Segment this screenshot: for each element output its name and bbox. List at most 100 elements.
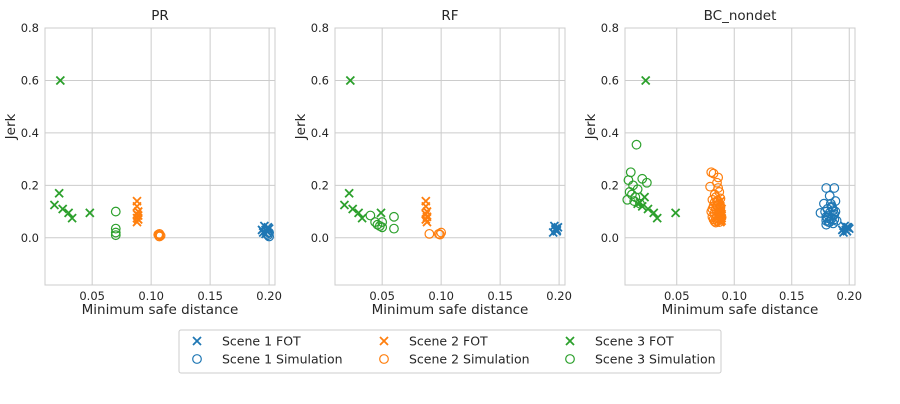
data-point	[63, 208, 74, 218]
data-point	[631, 139, 642, 150]
data-point	[110, 223, 121, 234]
data-point	[110, 227, 121, 238]
data-point	[709, 197, 720, 208]
data-point	[424, 228, 435, 239]
data-point	[629, 196, 640, 206]
legend-entry: Scene 1 FOT	[192, 334, 301, 349]
data-point	[624, 187, 635, 197]
data-point	[133, 214, 143, 225]
x-axis-label: Minimum safe distance	[372, 302, 529, 318]
y-tick-label: 0.2	[21, 178, 39, 192]
legend-label: Scene 2 Simulation	[409, 352, 530, 367]
data-point	[110, 230, 121, 241]
data-point	[377, 222, 388, 233]
legend-box	[178, 329, 722, 374]
y-tick-label: 0.4	[21, 126, 39, 140]
data-point	[55, 75, 65, 86]
data-point	[842, 222, 852, 232]
data-point	[345, 75, 355, 86]
legend-entry: Scene 2 Simulation	[379, 352, 530, 367]
data-point	[714, 198, 725, 209]
subplot-2: 0.05 0.10 0.15 0.20 0.0 0.2 0.4 0.6 0.8 BC_nondet…	[583, 8, 862, 318]
y-tick-label: 0.8	[21, 21, 39, 35]
y-tick-label: 0.0	[311, 231, 329, 245]
series-scene-3-simulation	[622, 139, 652, 209]
axes-frame	[44, 27, 276, 286]
data-point	[339, 200, 350, 210]
data-point	[132, 217, 142, 227]
data-point	[714, 217, 725, 227]
data-point	[706, 167, 717, 178]
data-point	[436, 227, 447, 238]
data-point	[85, 208, 95, 218]
data-point	[637, 201, 647, 211]
data-point	[264, 227, 275, 238]
data-point	[635, 198, 645, 209]
series-scene-3-fot	[633, 75, 681, 223]
subplot-title: RF	[441, 8, 458, 24]
legend-label: Scene 1 Simulation	[222, 352, 343, 367]
y-tick-label: 0.4	[311, 126, 329, 140]
legend-entry: Scene 1 Simulation	[192, 352, 343, 367]
data-point	[625, 167, 636, 178]
series-scene-1-simulation	[815, 183, 842, 230]
x-tick-label: 0.15	[487, 289, 513, 303]
data-point	[670, 208, 681, 218]
x-tick-label: 0.10	[428, 289, 454, 303]
data-point	[154, 231, 165, 242]
legend-entry: Scene 2 FOT	[379, 334, 488, 349]
data-point	[705, 181, 715, 192]
subplots: 0.05 0.10 0.15 0.20 0.0 0.2 0.4 0.6 0.8 PR Minimum…	[3, 8, 862, 318]
data-point	[712, 196, 722, 206]
data-point	[824, 190, 835, 201]
x-tick-label: 0.05	[79, 289, 105, 303]
data-point	[372, 219, 383, 230]
x-tick-label: 0.05	[369, 289, 395, 303]
data-point	[264, 231, 275, 242]
data-point	[261, 228, 272, 239]
data-point	[641, 177, 652, 188]
data-point	[713, 172, 724, 183]
y-tick-label: 0.6	[21, 73, 39, 87]
legend-circle-marker	[565, 354, 575, 364]
subplot-0: 0.05 0.10 0.15 0.20 0.0 0.2 0.4 0.6 0.8 PR Minimum…	[3, 8, 282, 318]
data-point	[709, 216, 720, 227]
series-scene-1-simulation	[261, 227, 275, 242]
series-scene-1-fot	[548, 221, 563, 238]
legend-label: Scene 1 FOT	[222, 334, 301, 349]
data-point	[829, 214, 840, 225]
data-point	[348, 204, 358, 214]
data-point	[377, 217, 388, 227]
axes-frame	[334, 27, 566, 286]
legend-label: Scene 2 FOT	[409, 334, 488, 349]
x-tick-label: 0.15	[779, 289, 805, 303]
data-point	[357, 213, 367, 223]
x-axis-label: Minimum safe distance	[662, 302, 819, 318]
data-point	[710, 217, 721, 228]
data-point	[715, 207, 726, 218]
data-point	[54, 188, 64, 198]
legend-x-marker	[379, 336, 389, 346]
y-tick-label: 0.8	[311, 21, 329, 35]
subplot-1: 0.05 0.10 0.15 0.20 0.0 0.2 0.4 0.6 0.8 RF Minimum…	[293, 8, 572, 318]
series-scene-2-simulation	[153, 228, 166, 242]
legend-circle-marker	[192, 354, 202, 364]
x-tick-label: 0.15	[197, 289, 223, 303]
series-scene-3-simulation	[110, 206, 121, 241]
data-point	[707, 204, 718, 214]
series-scene-3-fot	[49, 75, 95, 223]
data-point	[389, 223, 399, 234]
legend-entry: Scene 3 Simulation	[565, 352, 716, 367]
data-point	[552, 225, 562, 235]
data-point	[641, 75, 651, 86]
y-tick-label: 0.2	[311, 178, 329, 192]
data-point	[421, 214, 431, 225]
data-point	[365, 210, 376, 221]
y-tick-label: 0.4	[601, 126, 619, 140]
series-scene-2-fot	[421, 196, 432, 227]
y-axis-label: Jerk	[3, 113, 19, 140]
legend: Scene 1 FOT Scene 1 Simulation Scene 2 FOT…	[178, 329, 722, 374]
y-tick-label: 0.0	[21, 231, 39, 245]
x-tick-label: 0.05	[664, 289, 690, 303]
